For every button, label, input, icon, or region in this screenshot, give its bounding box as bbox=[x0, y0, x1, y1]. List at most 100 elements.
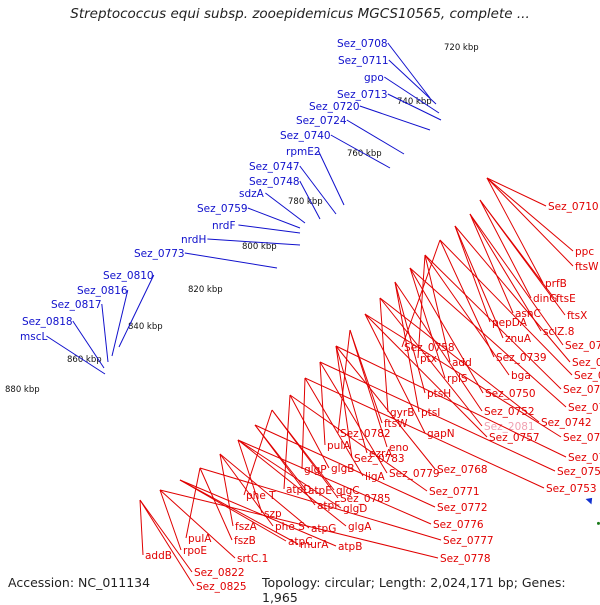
label-connector bbox=[335, 345, 436, 470]
forward-gene-label: Sez_0708 bbox=[337, 38, 388, 50]
label-connector bbox=[185, 467, 201, 539]
reverse-gene-label: Sez_0776 bbox=[433, 519, 484, 531]
label-connector bbox=[237, 439, 263, 514]
label-connector bbox=[384, 76, 440, 114]
reverse-gene-label: pulA bbox=[188, 533, 212, 545]
reverse-gene-label: glgC bbox=[336, 485, 360, 497]
label-connector bbox=[139, 499, 144, 556]
label-connector bbox=[265, 192, 306, 224]
forward-gene-label: Sez_0720 bbox=[309, 101, 360, 113]
label-connector bbox=[254, 424, 436, 508]
forward-gene-label: Sez_0711 bbox=[338, 55, 389, 67]
reverse-gene-label: gyrB bbox=[390, 407, 414, 419]
reverse-gene-label: atpE bbox=[308, 485, 332, 497]
tick-label: 880 kbp bbox=[5, 385, 40, 395]
reverse-gene-label: Sez_0753 bbox=[546, 483, 597, 495]
forward-gene-label: Sez_0748 bbox=[249, 176, 300, 188]
label-connector bbox=[207, 238, 301, 246]
label-connector bbox=[486, 177, 574, 267]
label-connector bbox=[219, 453, 234, 527]
forward-gene-label: Sez_0713 bbox=[337, 89, 388, 101]
reverse-gene-label: srtC.1 bbox=[237, 553, 268, 565]
reverse-gene-label: glgD bbox=[343, 503, 367, 515]
reverse-gene-label: ftsW bbox=[575, 261, 599, 273]
label-connector bbox=[424, 254, 562, 390]
reverse-gene-label: Sez_0737 bbox=[563, 384, 600, 396]
forward-gene-label: mscL bbox=[20, 331, 47, 343]
reverse-gene-label: Sez_0822 bbox=[194, 567, 245, 579]
label-connector bbox=[424, 254, 451, 363]
label-connector bbox=[319, 361, 388, 474]
forward-gene-label: Sez_0747 bbox=[249, 161, 300, 173]
label-connector bbox=[364, 313, 562, 438]
label-connector bbox=[486, 177, 544, 284]
label-connector bbox=[387, 42, 431, 99]
label-connector bbox=[454, 225, 504, 339]
reverse-gene-label: Sez_0825 bbox=[196, 581, 247, 593]
tick-label: 720 kbp bbox=[444, 43, 479, 53]
label-connector bbox=[409, 267, 567, 408]
label-connector bbox=[101, 303, 109, 363]
tick-dot bbox=[596, 521, 600, 525]
reverse-gene-label: Sez_0739 bbox=[496, 352, 547, 364]
label-connector bbox=[299, 165, 337, 215]
forward-gene-label: Sez_0759 bbox=[197, 203, 248, 215]
label-connector bbox=[439, 239, 495, 358]
reverse-gene-label: Sez_0730 bbox=[565, 340, 600, 352]
reverse-gene-label: Sez_0782 bbox=[340, 428, 391, 440]
label-connector bbox=[417, 254, 426, 359]
label-connector bbox=[335, 345, 567, 458]
label-connector bbox=[479, 199, 566, 316]
accession-text: Accession: NC_011134 bbox=[8, 575, 151, 590]
label-connector bbox=[219, 453, 310, 529]
label-connector bbox=[289, 394, 330, 469]
label-connector bbox=[454, 225, 491, 323]
label-connector bbox=[330, 134, 391, 169]
label-connector bbox=[299, 180, 321, 220]
forward-gene-label: nrdF bbox=[212, 220, 236, 232]
label-connector bbox=[271, 409, 339, 499]
map-title: Streptococcus equi subsp. zooepidemicus … bbox=[70, 6, 530, 22]
tick-label: 800 kbp bbox=[242, 242, 277, 252]
label-connector bbox=[184, 252, 278, 269]
forward-gene-label: gpo bbox=[364, 72, 384, 84]
reverse-gene-label: Sez_0757 bbox=[489, 432, 540, 444]
reverse-gene-label: ftsX bbox=[567, 310, 587, 322]
reverse-gene-label: eno bbox=[389, 442, 409, 454]
reverse-gene-label: Sez_0733 bbox=[574, 370, 600, 382]
label-connector bbox=[469, 213, 542, 332]
label-connector bbox=[159, 489, 236, 559]
reverse-gene-label: pulA bbox=[327, 440, 351, 452]
reverse-gene-label: ligA bbox=[365, 471, 385, 483]
forward-gene-label: Sez_0724 bbox=[296, 115, 347, 127]
label-connector bbox=[424, 254, 510, 376]
tick-label: 820 kbp bbox=[188, 285, 223, 295]
label-connector bbox=[337, 329, 351, 434]
label-connector bbox=[486, 177, 547, 207]
reverse-gene-label: atpC bbox=[288, 536, 313, 548]
reverse-gene-label: fszA bbox=[235, 521, 258, 533]
reverse-gene-label: Sez_0731 bbox=[572, 357, 600, 369]
label-connector bbox=[359, 105, 431, 131]
reverse-gene-label: Sez_0743 bbox=[563, 432, 600, 444]
label-connector bbox=[159, 489, 439, 559]
reverse-gene-label: glgB bbox=[331, 463, 354, 475]
forward-gene-label: nrdH bbox=[181, 234, 206, 246]
label-connector bbox=[237, 439, 347, 527]
label-connector bbox=[394, 281, 483, 412]
forward-gene-label: sdzA bbox=[239, 188, 265, 200]
label-connector bbox=[479, 199, 532, 299]
reverse-gene-label: ppc bbox=[575, 246, 594, 258]
reverse-gene-label: Sez_0742 bbox=[541, 417, 592, 429]
forward-gene-label: Sez_0817 bbox=[51, 299, 102, 311]
forward-gene-label: rpmE2 bbox=[286, 146, 321, 158]
label-connector bbox=[454, 225, 571, 363]
reverse-gene-label: Sez_0771 bbox=[429, 486, 480, 498]
reverse-gene-label: Sez_0738 bbox=[568, 402, 600, 414]
label-connector bbox=[486, 177, 574, 252]
reverse-gene-label: sclZ.8 bbox=[543, 326, 574, 338]
label-connector bbox=[139, 499, 193, 573]
label-connector bbox=[118, 274, 155, 348]
label-connector bbox=[46, 335, 106, 375]
